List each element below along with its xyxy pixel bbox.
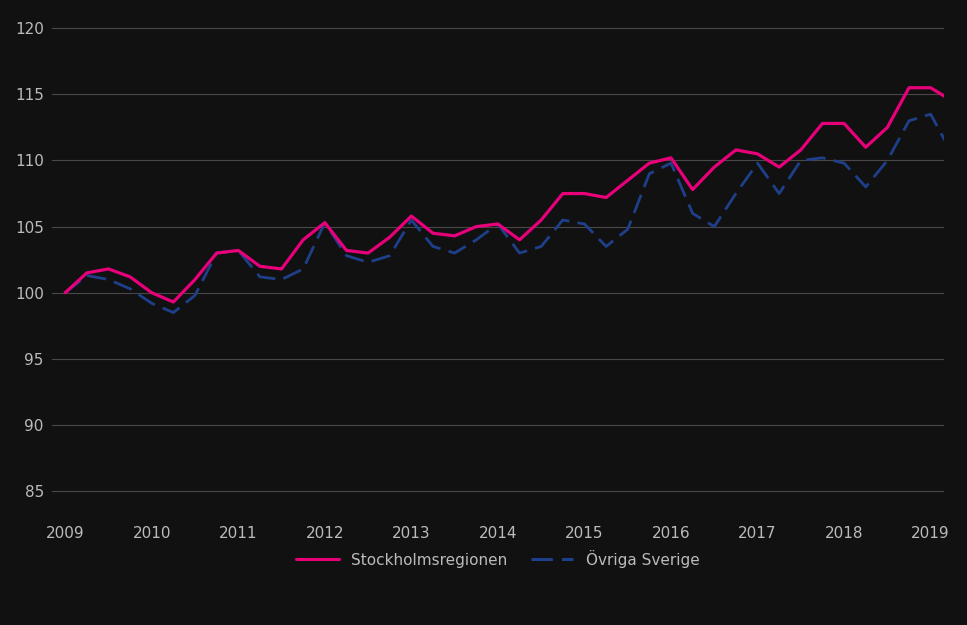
- Stockholmsregionen: [882, 124, 894, 131]
- Övriga Sverige: [903, 117, 915, 124]
- Övriga Sverige: [687, 209, 698, 217]
- Legend: Stockholmsregionen, Övriga Sverige: Stockholmsregionen, Övriga Sverige: [289, 542, 707, 575]
- Stockholmsregionen: [449, 232, 460, 239]
- Stockholmsregionen: [709, 163, 720, 171]
- Stockholmsregionen: [536, 216, 547, 224]
- Stockholmsregionen: [687, 186, 698, 193]
- Stockholmsregionen: [492, 220, 504, 228]
- Övriga Sverige: [751, 159, 763, 167]
- Övriga Sverige: [384, 252, 396, 259]
- Övriga Sverige: [211, 249, 222, 257]
- Övriga Sverige: [578, 220, 590, 228]
- Stockholmsregionen: [81, 269, 93, 277]
- Stockholmsregionen: [363, 249, 374, 257]
- Stockholmsregionen: [751, 150, 763, 158]
- Stockholmsregionen: [903, 84, 915, 91]
- Övriga Sverige: [232, 247, 244, 254]
- Line: Övriga Sverige: Övriga Sverige: [65, 97, 967, 312]
- Övriga Sverige: [882, 157, 894, 164]
- Stockholmsregionen: [817, 120, 829, 127]
- Stockholmsregionen: [860, 144, 871, 151]
- Stockholmsregionen: [167, 298, 179, 306]
- Övriga Sverige: [536, 242, 547, 250]
- Övriga Sverige: [167, 309, 179, 316]
- Övriga Sverige: [471, 236, 483, 244]
- Övriga Sverige: [947, 150, 958, 158]
- Övriga Sverige: [795, 157, 806, 164]
- Stockholmsregionen: [795, 146, 806, 154]
- Övriga Sverige: [405, 216, 417, 224]
- Övriga Sverige: [81, 272, 93, 279]
- Övriga Sverige: [622, 226, 633, 233]
- Övriga Sverige: [860, 183, 871, 191]
- Stockholmsregionen: [405, 213, 417, 220]
- Övriga Sverige: [146, 299, 158, 307]
- Stockholmsregionen: [276, 265, 287, 272]
- Övriga Sverige: [492, 220, 504, 228]
- Stockholmsregionen: [947, 98, 958, 105]
- Stockholmsregionen: [319, 219, 331, 226]
- Övriga Sverige: [644, 170, 656, 177]
- Stockholmsregionen: [665, 154, 677, 162]
- Stockholmsregionen: [557, 190, 569, 198]
- Stockholmsregionen: [298, 236, 309, 244]
- Övriga Sverige: [427, 242, 439, 250]
- Övriga Sverige: [340, 252, 352, 259]
- Övriga Sverige: [924, 111, 936, 118]
- Övriga Sverige: [774, 190, 785, 198]
- Stockholmsregionen: [622, 177, 633, 184]
- Stockholmsregionen: [254, 262, 266, 270]
- Stockholmsregionen: [125, 273, 136, 281]
- Övriga Sverige: [665, 159, 677, 167]
- Övriga Sverige: [190, 292, 201, 299]
- Stockholmsregionen: [644, 159, 656, 167]
- Stockholmsregionen: [774, 163, 785, 171]
- Övriga Sverige: [838, 159, 850, 167]
- Stockholmsregionen: [427, 229, 439, 237]
- Övriga Sverige: [125, 285, 136, 292]
- Stockholmsregionen: [578, 190, 590, 198]
- Stockholmsregionen: [838, 120, 850, 127]
- Övriga Sverige: [513, 249, 525, 257]
- Stockholmsregionen: [601, 194, 612, 201]
- Line: Stockholmsregionen: Stockholmsregionen: [65, 44, 967, 302]
- Övriga Sverige: [363, 259, 374, 266]
- Stockholmsregionen: [384, 234, 396, 241]
- Stockholmsregionen: [471, 223, 483, 231]
- Övriga Sverige: [298, 265, 309, 272]
- Övriga Sverige: [730, 190, 742, 198]
- Övriga Sverige: [449, 249, 460, 257]
- Stockholmsregionen: [59, 289, 71, 296]
- Övriga Sverige: [276, 276, 287, 283]
- Stockholmsregionen: [513, 236, 525, 244]
- Övriga Sverige: [817, 154, 829, 162]
- Övriga Sverige: [103, 276, 114, 283]
- Övriga Sverige: [254, 273, 266, 281]
- Övriga Sverige: [319, 219, 331, 226]
- Övriga Sverige: [557, 216, 569, 224]
- Stockholmsregionen: [232, 247, 244, 254]
- Stockholmsregionen: [103, 265, 114, 272]
- Stockholmsregionen: [730, 146, 742, 154]
- Stockholmsregionen: [340, 247, 352, 254]
- Stockholmsregionen: [146, 289, 158, 296]
- Övriga Sverige: [709, 223, 720, 231]
- Stockholmsregionen: [211, 249, 222, 257]
- Stockholmsregionen: [924, 84, 936, 91]
- Övriga Sverige: [59, 289, 71, 296]
- Övriga Sverige: [601, 242, 612, 250]
- Stockholmsregionen: [190, 276, 201, 283]
